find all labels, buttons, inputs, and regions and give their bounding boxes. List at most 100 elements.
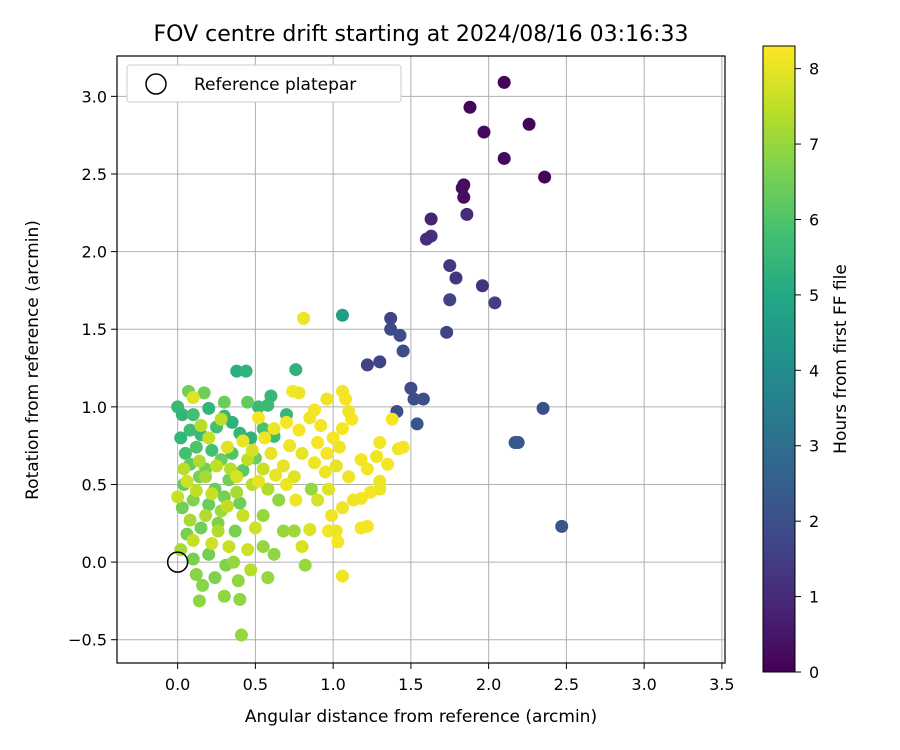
legend-box xyxy=(126,64,402,103)
data-point xyxy=(241,543,255,557)
data-point xyxy=(440,325,454,339)
colorbar-tick-label: 1 xyxy=(809,588,819,607)
data-point xyxy=(488,296,502,310)
data-point xyxy=(283,439,297,453)
data-point xyxy=(443,293,457,307)
data-point xyxy=(248,521,262,535)
data-point xyxy=(276,524,290,538)
data-point xyxy=(175,501,189,515)
data-point xyxy=(267,547,281,561)
y-tick-label: 1.0 xyxy=(82,398,107,417)
data-point xyxy=(208,571,222,585)
data-point xyxy=(335,569,349,583)
y-axis-ticks: −0.5 0.0 0.5 1.0 1.5 2.0 2.5 3.0 xyxy=(68,87,117,650)
x-tick-label: 3.5 xyxy=(709,675,734,694)
data-point xyxy=(538,170,552,184)
data-point xyxy=(256,509,270,523)
data-point xyxy=(222,540,236,554)
data-point xyxy=(194,418,208,432)
data-point xyxy=(236,509,250,523)
legend: Reference platepar xyxy=(126,64,402,103)
data-point xyxy=(346,493,360,507)
data-point xyxy=(303,522,317,536)
data-point xyxy=(175,408,189,422)
data-point xyxy=(211,524,225,538)
data-point xyxy=(410,417,424,431)
data-point xyxy=(307,456,321,470)
data-point xyxy=(477,125,491,139)
data-point xyxy=(384,322,398,336)
data-point xyxy=(320,392,334,406)
data-point xyxy=(279,415,293,429)
data-point xyxy=(404,381,418,395)
x-tick-label: 3.0 xyxy=(631,675,656,694)
data-point xyxy=(183,513,197,527)
data-point xyxy=(342,405,356,419)
data-point xyxy=(230,364,244,378)
y-axis-label: Rotation from reference (arcmin) xyxy=(23,220,43,500)
data-point xyxy=(239,364,253,378)
data-point xyxy=(205,536,219,550)
data-point xyxy=(267,422,281,436)
data-point xyxy=(194,521,208,535)
data-point xyxy=(295,540,309,554)
data-point xyxy=(174,431,188,445)
y-tick-label: 2.5 xyxy=(82,165,107,184)
data-point xyxy=(463,100,477,114)
data-point xyxy=(354,521,368,535)
data-point xyxy=(289,493,303,507)
data-point xyxy=(256,540,270,554)
data-point xyxy=(186,408,200,422)
data-point xyxy=(419,232,433,246)
plot-frame xyxy=(116,55,726,664)
data-point xyxy=(192,454,206,468)
data-point xyxy=(186,533,200,547)
data-point xyxy=(189,568,203,582)
y-tick-label: 0.0 xyxy=(82,553,107,572)
data-point xyxy=(202,401,216,415)
data-point xyxy=(228,524,242,538)
data-point xyxy=(252,474,266,488)
colorbar-label: Hours from first FF file xyxy=(831,264,851,454)
data-point xyxy=(174,543,188,557)
data-point xyxy=(225,415,239,429)
data-point xyxy=(233,592,247,606)
data-point xyxy=(292,386,306,400)
x-tick-label: 2.5 xyxy=(554,675,579,694)
data-point xyxy=(197,386,211,400)
data-point xyxy=(497,151,511,165)
data-point xyxy=(220,499,234,513)
data-point xyxy=(205,443,219,457)
data-point xyxy=(186,391,200,405)
y-tick-label: 2.0 xyxy=(82,243,107,262)
data-point xyxy=(217,395,231,409)
legend-marker-reference xyxy=(145,73,167,95)
data-point xyxy=(279,477,293,491)
data-point xyxy=(269,468,283,482)
data-point xyxy=(189,484,203,498)
data-point xyxy=(180,474,194,488)
data-point xyxy=(457,190,471,204)
colorbar-tick-label: 4 xyxy=(809,361,819,380)
data-point xyxy=(321,482,335,496)
colorbar xyxy=(762,45,796,673)
data-point xyxy=(258,431,272,445)
data-point xyxy=(202,431,216,445)
y-tick-label: 3.0 xyxy=(82,87,107,106)
y-tick-label: −0.5 xyxy=(68,631,107,650)
chart-title: FOV centre drift starting at 2024/08/16 … xyxy=(154,22,689,47)
data-point xyxy=(335,501,349,515)
data-point xyxy=(443,259,457,273)
data-point xyxy=(536,401,550,415)
data-point xyxy=(220,440,234,454)
data-point xyxy=(264,446,278,460)
data-point xyxy=(241,395,255,409)
data-point xyxy=(329,524,343,538)
data-point xyxy=(202,498,216,512)
data-point xyxy=(475,279,489,293)
y-tick-label: 0.5 xyxy=(82,475,107,494)
data-points xyxy=(171,75,569,642)
colorbar-tick-label: 5 xyxy=(809,286,819,305)
data-point xyxy=(373,436,387,450)
data-point xyxy=(360,462,374,476)
